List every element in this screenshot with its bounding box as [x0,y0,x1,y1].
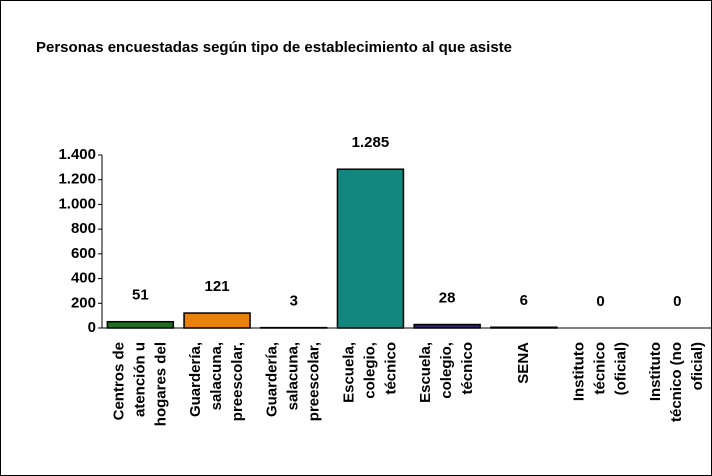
y-tick-label: 0 [88,319,96,336]
value-label: 1.285 [352,134,390,151]
y-tick-label: 1.200 [58,171,96,188]
bar [413,323,481,329]
x-tick-label: colegio, [361,342,378,399]
x-tick-label: colegio, [438,342,455,399]
x-tick-label: Centros de [110,342,127,420]
x-tick-label: salacuna, [208,342,225,410]
value-label: 51 [132,287,149,304]
value-label: 121 [205,278,230,295]
x-tick-label: Escuela, [340,342,357,403]
x-tick-label: Instituto [647,342,664,401]
x-tick-label: SENA [515,342,532,384]
x-tick-label: salacuna, [285,342,302,410]
x-tick-label: oficial) [689,342,706,390]
y-tick-label: 1.400 [58,146,96,163]
value-label: 0 [673,293,681,310]
bar [336,168,405,329]
x-tick-label: (oficial) [613,342,630,395]
chart-title: Personas encuestadas según tipo de estab… [36,39,512,56]
value-label: 6 [520,292,528,309]
x-tick-label: Guardería, [187,342,204,417]
x-tick-label: preescolar, [306,342,323,421]
x-tick-label: Escuela, [417,342,434,403]
x-tick-label: Instituto [571,342,588,401]
bar [106,320,175,329]
y-tick-label: 400 [71,270,96,287]
bar [490,326,558,329]
x-tick-label: Guardería, [264,342,281,417]
x-tick-label: técnico [592,342,609,395]
y-tick-label: 600 [71,245,96,262]
x-tick-label: técnico [459,342,476,395]
value-label: 0 [596,293,604,310]
x-tick-label: técnico (no [668,342,685,422]
bar [183,312,251,329]
x-tick-label: hogares del [152,342,169,426]
x-tick-label: preescolar, [229,342,246,421]
x-tick-label: atención u [131,342,148,417]
y-tick-label: 800 [71,220,96,237]
value-label: 3 [290,293,298,310]
y-tick-label: 1.000 [58,195,96,212]
value-label: 28 [439,290,456,307]
x-tick-label: técnico [382,342,399,395]
y-tick-label: 200 [71,294,96,311]
